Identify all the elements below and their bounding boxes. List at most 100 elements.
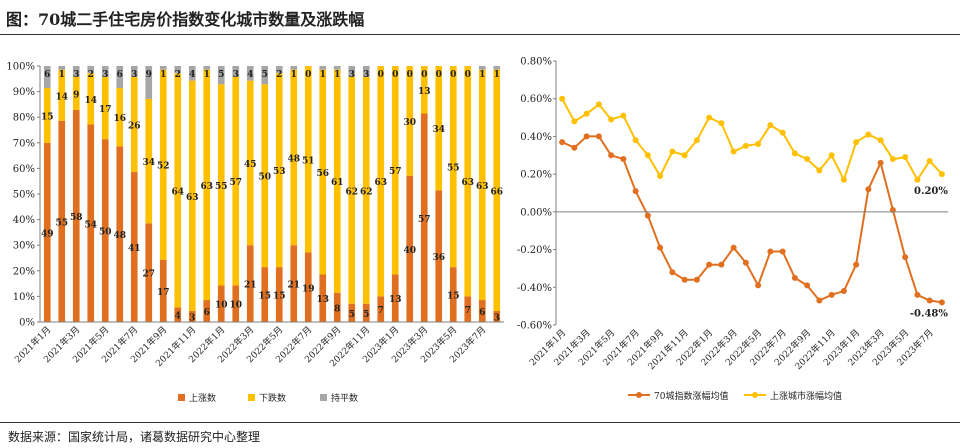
data-label: 52 xyxy=(157,162,170,172)
flat-bar xyxy=(478,66,486,70)
down-bar xyxy=(130,76,138,173)
data-label: 45 xyxy=(244,160,257,170)
data-label: 17 xyxy=(157,288,170,298)
data-label: 34 xyxy=(432,125,445,135)
data-label: 0 xyxy=(450,70,456,80)
data-label: 1 xyxy=(494,70,500,80)
y-tick-label: 80% xyxy=(13,113,35,124)
data-label: 1 xyxy=(479,70,485,80)
data-label: 63 xyxy=(374,178,387,188)
data-label: 21 xyxy=(244,281,257,291)
data-label: 2 xyxy=(175,70,181,80)
data-label: 63 xyxy=(200,182,213,192)
data-point xyxy=(791,274,798,281)
y-tick-label: 10% xyxy=(13,292,35,303)
data-label: 4 xyxy=(175,312,181,322)
up-bar xyxy=(304,252,312,322)
data-label: 48 xyxy=(287,154,300,164)
data-point xyxy=(840,288,847,295)
data-point xyxy=(816,297,823,304)
data-label: 13 xyxy=(418,87,431,97)
legend-marker xyxy=(636,392,642,398)
data-label: 9 xyxy=(73,90,79,100)
end-label: 0.20% xyxy=(914,186,948,197)
flat-bar xyxy=(188,66,196,81)
down-bar xyxy=(420,66,428,114)
up-bar xyxy=(72,109,80,322)
up-bar xyxy=(145,223,153,322)
data-point xyxy=(681,152,688,159)
flat-bar xyxy=(203,66,211,70)
data-label: 63 xyxy=(186,193,199,203)
down-bar xyxy=(159,69,167,260)
down-bar xyxy=(333,69,341,293)
data-point xyxy=(681,276,688,283)
data-label: 0 xyxy=(465,70,471,80)
flat-bar xyxy=(362,66,370,77)
legend-swatch xyxy=(248,394,255,401)
flat-bar xyxy=(333,66,341,70)
data-point xyxy=(559,95,566,102)
stacked-bar-chart: 4915655141589354142501734816641263273491… xyxy=(6,62,504,404)
data-label: 5 xyxy=(349,310,355,320)
data-label: 15 xyxy=(41,112,54,122)
data-label: 3 xyxy=(131,70,137,80)
y-tick-label: 0.00% xyxy=(520,207,552,218)
data-label: 57 xyxy=(389,167,402,177)
data-label: 7 xyxy=(465,306,471,316)
down-bar xyxy=(348,76,356,304)
up-bar xyxy=(116,146,124,322)
data-label: 13 xyxy=(389,295,402,305)
up-bar xyxy=(174,307,182,322)
data-point xyxy=(632,188,639,195)
data-label: 3 xyxy=(363,70,369,80)
down-bar xyxy=(319,69,327,275)
down-bar xyxy=(43,87,51,143)
data-point xyxy=(938,299,945,306)
data-label: 62 xyxy=(360,187,373,197)
data-point xyxy=(669,269,676,276)
up-bar xyxy=(87,124,95,322)
down-bar xyxy=(290,69,298,246)
data-point xyxy=(840,176,847,183)
data-label: 0 xyxy=(421,70,427,80)
y-tick-label: -0.20% xyxy=(517,245,552,256)
up-bar xyxy=(449,267,457,322)
data-point xyxy=(791,150,798,157)
flat-bar xyxy=(261,66,269,85)
data-label: 1 xyxy=(160,70,166,80)
top-divider xyxy=(0,34,960,35)
data-label: 4 xyxy=(189,70,195,80)
data-label: 17 xyxy=(99,105,112,115)
data-label: 48 xyxy=(113,231,126,241)
up-bar xyxy=(420,113,428,323)
down-bar xyxy=(261,84,269,268)
down-bar xyxy=(203,69,211,301)
data-label: 63 xyxy=(461,178,474,188)
up-bar xyxy=(362,303,370,322)
flat-bar xyxy=(174,66,182,74)
flat-bar xyxy=(72,66,80,77)
y-tick-label: 20% xyxy=(13,266,35,277)
legend-label: 上涨城市涨幅均值 xyxy=(770,390,842,402)
legend-label: 下跌数 xyxy=(259,392,286,404)
data-label: 55 xyxy=(215,182,228,192)
legend-label: 70城指数涨幅均值 xyxy=(654,390,728,402)
data-label: 1 xyxy=(291,70,297,80)
up-bar xyxy=(159,259,167,322)
data-point xyxy=(620,156,627,163)
data-point xyxy=(828,291,835,298)
data-label: 56 xyxy=(316,169,329,179)
data-point xyxy=(571,144,578,151)
data-label: 62 xyxy=(345,187,358,197)
data-label: 1 xyxy=(320,70,326,80)
data-label: 2 xyxy=(88,70,94,80)
data-point xyxy=(804,156,811,163)
up-bar xyxy=(290,245,298,322)
data-label: 1 xyxy=(59,70,65,80)
legend-swatch xyxy=(320,394,327,401)
down-bar xyxy=(72,76,80,110)
data-label: 15 xyxy=(258,292,271,302)
flat-bar xyxy=(101,66,109,77)
data-point xyxy=(865,131,872,138)
